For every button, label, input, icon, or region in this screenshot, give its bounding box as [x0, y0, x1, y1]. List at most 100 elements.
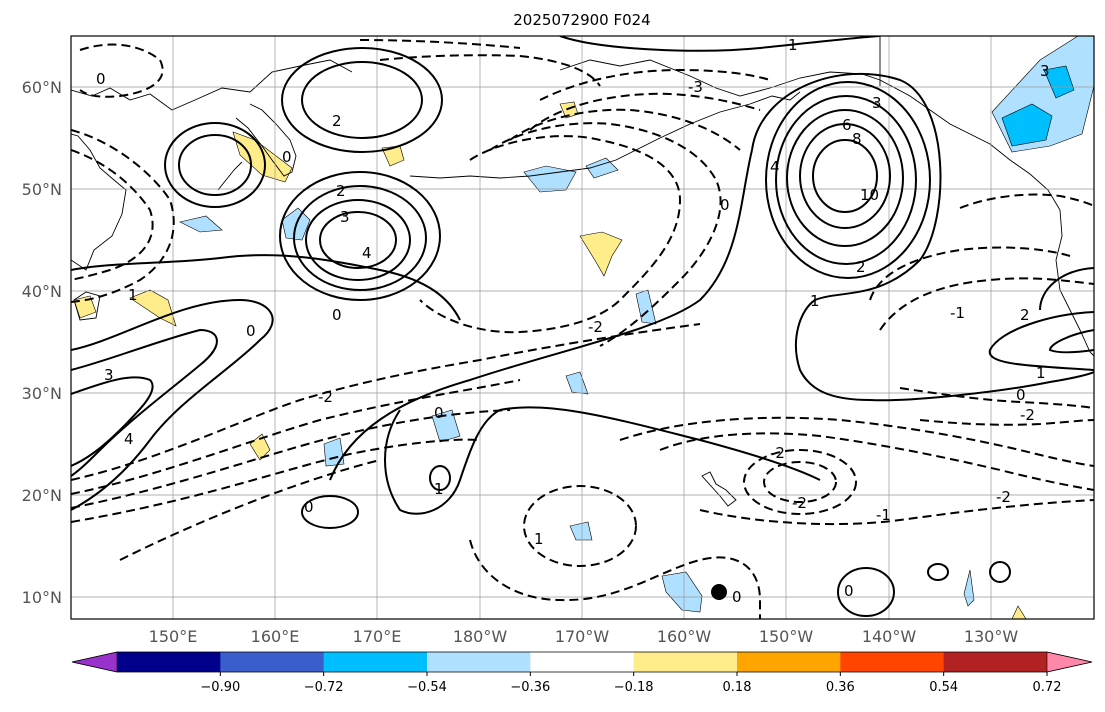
colorbar-bin — [737, 652, 841, 672]
shade-blue — [323, 437, 345, 467]
colorbar-bin — [323, 652, 428, 672]
map-title: 2025072900 F024 — [513, 11, 650, 29]
contour-label: -1 — [876, 506, 891, 524]
colorbar-tick-label: 0.72 — [1033, 680, 1062, 695]
contour-label: 0 — [720, 196, 730, 214]
shade-yellow — [579, 231, 623, 277]
contour-label: 1 — [434, 480, 444, 498]
contour-label: -2 — [318, 388, 333, 406]
colorbar-bin — [220, 652, 325, 672]
location-marker — [711, 584, 727, 600]
contour-line — [523, 485, 637, 567]
contour-label: 0 — [434, 404, 444, 422]
colorbar-tick-label: 0.18 — [723, 680, 752, 695]
contour-line — [301, 495, 359, 529]
contour-label: 2 — [336, 182, 346, 200]
colorbar-outline — [71, 651, 1093, 673]
contour-line — [279, 171, 441, 301]
contour-line — [71, 376, 154, 467]
contour-line — [529, 92, 761, 131]
contour-line — [429, 465, 451, 491]
contour-line — [119, 459, 381, 561]
contour-line — [164, 122, 266, 208]
lon-label: 130°W — [964, 627, 1019, 646]
lat-label: 60°N — [22, 78, 62, 97]
contour-label: 6 — [842, 116, 852, 134]
contour-label: 0 — [732, 588, 742, 606]
contour-line — [659, 432, 1094, 491]
contour-line — [329, 149, 753, 481]
contour-label: -2 — [588, 318, 603, 336]
shade-blue — [661, 571, 703, 613]
contour-label: -3 — [688, 78, 703, 96]
colorbar-tick-label: 0.54 — [929, 680, 958, 695]
coastline-japan — [71, 133, 127, 271]
contour-line — [899, 387, 1094, 409]
contour-label: 0 — [1016, 386, 1026, 404]
coastline-alaska-south — [659, 91, 801, 139]
contour-line — [919, 419, 1094, 426]
contour-line — [359, 39, 521, 49]
contour-line — [79, 43, 164, 98]
contour-line — [837, 567, 895, 617]
contour-line — [71, 379, 521, 495]
contour-label: 2 — [1020, 306, 1030, 324]
coastline-kamchatka — [235, 103, 297, 177]
shade-blue-dark — [1043, 65, 1075, 99]
contour-line — [301, 61, 423, 139]
contour-label: -2 — [996, 488, 1011, 506]
colorbar-tick-label: −0.90 — [200, 680, 240, 695]
coastline-aleutians — [409, 137, 661, 179]
shaded-regions — [73, 36, 1094, 619]
lon-labels: 150°E 160°E 170°E 180°W 170°W 160°W 150°… — [149, 627, 1019, 646]
contour-label: 1 — [128, 286, 138, 304]
shade-blue — [179, 215, 223, 233]
lon-label: 160°E — [251, 627, 300, 646]
contour-line — [71, 254, 461, 321]
lon-label: 180°W — [453, 627, 508, 646]
contour-line — [786, 109, 904, 247]
contour-line — [419, 135, 682, 334]
shade-yellow — [1011, 605, 1027, 619]
shade-blue — [431, 409, 461, 443]
contour-label: -2 — [770, 444, 785, 462]
contour-line — [293, 185, 427, 291]
contour-line — [699, 499, 1094, 526]
contour-label: 3 — [872, 94, 882, 112]
contour-line — [178, 134, 252, 196]
colorbar-tick-label: −0.54 — [407, 680, 447, 695]
contour-label: -2 — [1020, 406, 1035, 424]
contour-line — [751, 72, 1094, 402]
contour-label: 1 — [810, 292, 820, 310]
contour-label: 0 — [96, 70, 106, 88]
contour-label: 3 — [104, 366, 114, 384]
contour-line — [879, 277, 1094, 331]
contour-label: 4 — [770, 158, 780, 176]
contour-line — [989, 561, 1011, 583]
colorbar-tick-label: −0.36 — [510, 680, 550, 695]
contour-label: 0 — [282, 148, 292, 166]
contour-line — [281, 47, 443, 153]
contour-label: 1 — [788, 36, 798, 54]
map-background — [71, 36, 1094, 619]
contour-line — [469, 539, 762, 619]
shade-yellow — [381, 145, 405, 167]
contour-line — [71, 129, 175, 303]
contour-line — [1048, 329, 1094, 354]
contour-line — [775, 95, 917, 265]
lon-label: 150°W — [759, 627, 814, 646]
contour-line — [988, 311, 1094, 371]
contour-line — [763, 461, 837, 503]
colorbar-tick-label: 0.36 — [826, 680, 855, 695]
contour-label: 0 — [332, 306, 342, 324]
contour-label: 4 — [124, 430, 134, 448]
contour-line — [71, 298, 274, 511]
shade-blue — [565, 371, 589, 395]
lat-labels: 60°N 50°N 40°N 30°N 20°N 10°N — [22, 78, 62, 607]
lat-label: 20°N — [22, 486, 62, 505]
contour-line — [619, 416, 1094, 467]
contour-label: 1 — [534, 530, 544, 548]
contour-line — [765, 81, 931, 279]
contour-label: 0 — [246, 322, 256, 340]
